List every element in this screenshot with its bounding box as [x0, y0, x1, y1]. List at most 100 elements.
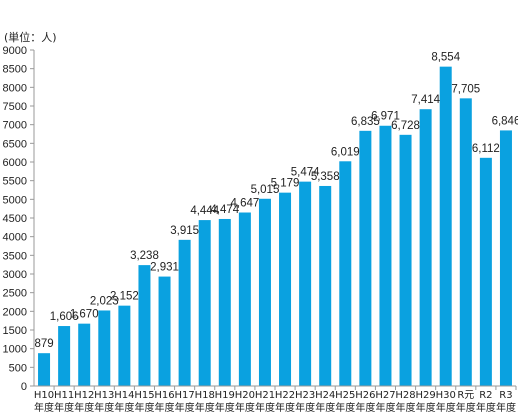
- x-tick-label-suffix: 年度: [315, 401, 335, 414]
- x-tick-label-suffix: 年度: [496, 401, 516, 414]
- x-tick-label: H28: [395, 390, 415, 401]
- data-label: 879: [34, 338, 53, 350]
- bar: [459, 98, 472, 386]
- x-tick-label-suffix: 年度: [134, 401, 154, 414]
- x-tick-label: H22: [275, 390, 295, 401]
- y-tick-label: 1000: [3, 344, 27, 356]
- x-tick-label: H26: [355, 390, 375, 401]
- x-tick-label-suffix: 年度: [416, 401, 436, 414]
- x-tick-label: R元: [457, 390, 474, 401]
- x-tick-label: R3: [499, 390, 512, 401]
- y-tick-label: 0: [21, 381, 27, 393]
- x-tick-label-suffix: 年度: [375, 401, 395, 414]
- data-label: 7,705: [451, 83, 480, 95]
- y-tick-label: 5500: [3, 176, 27, 188]
- data-label: 3,238: [130, 250, 159, 262]
- x-tick-label-suffix: 年度: [476, 401, 496, 414]
- bar: [98, 310, 111, 386]
- bar: [379, 125, 392, 387]
- y-tick-label: 7000: [3, 120, 27, 132]
- unit-label: (単位：人): [4, 30, 57, 44]
- x-tick-label: H20: [235, 390, 255, 401]
- bar: [339, 161, 352, 386]
- x-tick-label: H12: [74, 390, 94, 401]
- x-tick-label-suffix: 年度: [456, 401, 476, 414]
- x-tick-label: H16: [154, 390, 174, 401]
- y-tick-label: 1500: [3, 325, 27, 337]
- bar: [78, 323, 91, 386]
- y-tick-label: 3000: [3, 269, 27, 281]
- bar: [38, 353, 51, 386]
- data-label: 2,152: [110, 291, 139, 303]
- y-tick-label: 7500: [3, 101, 27, 113]
- x-tick-label: H15: [134, 390, 154, 401]
- x-tick-label-suffix: 年度: [396, 401, 416, 414]
- data-label: 1,606: [50, 311, 79, 323]
- y-tick-label: 8500: [3, 64, 27, 76]
- bars: [38, 66, 512, 387]
- y-tick-label: 2500: [3, 288, 27, 300]
- bar: [439, 66, 452, 386]
- y-tick-label: 4000: [3, 232, 27, 244]
- data-label: 3,915: [170, 225, 199, 237]
- data-label: 5,358: [311, 171, 340, 183]
- x-tick-label: H17: [175, 390, 195, 401]
- x-tick-label: H30: [436, 390, 456, 401]
- y-tick-label: 6000: [3, 157, 27, 169]
- bar: [479, 157, 492, 386]
- x-tick-label: H29: [416, 390, 436, 401]
- x-tick-label-suffix: 年度: [155, 401, 175, 414]
- y-axis: 0 500 1000 1500 2000 2500 3000 3500 4000 4500 5000…: [3, 45, 35, 393]
- x-tick-label: H13: [94, 390, 114, 401]
- bar: [118, 305, 131, 386]
- data-label: 4,647: [230, 198, 259, 210]
- x-tick-label-suffix: 年度: [255, 401, 275, 414]
- data-label: 5,179: [271, 178, 300, 190]
- x-tick-label: H19: [215, 390, 235, 401]
- x-tick-label: H27: [375, 390, 395, 401]
- x-tick-label-suffix: 年度: [34, 401, 54, 414]
- bar: [399, 134, 412, 386]
- bar: [319, 185, 332, 386]
- x-tick-label-suffix: 年度: [355, 401, 375, 414]
- x-tick-label-suffix: 年度: [295, 401, 315, 414]
- bar: [238, 212, 251, 386]
- bar: [218, 218, 231, 386]
- data-label: 6,971: [371, 111, 400, 123]
- x-tick-label-suffix: 年度: [74, 401, 94, 414]
- bar: [499, 130, 512, 386]
- x-tick-label-suffix: 年度: [235, 401, 255, 414]
- x-tick-label-suffix: 年度: [215, 401, 235, 414]
- x-tick-label: H18: [195, 390, 215, 401]
- data-label: 5,015: [251, 184, 280, 196]
- x-tick-label-suffix: 年度: [175, 401, 195, 414]
- bar: [158, 276, 171, 386]
- data-label: 2,023: [90, 295, 119, 307]
- x-tick-label: H11: [54, 390, 74, 401]
- data-label: 6,112: [472, 143, 500, 155]
- y-tick-label: 5000: [3, 194, 27, 206]
- y-tick-label: 6500: [3, 138, 27, 150]
- data-label: 5,474: [291, 167, 320, 179]
- x-tick-label-suffix: 年度: [54, 401, 74, 414]
- data-label: 1,670: [70, 309, 99, 321]
- data-label: 2,931: [150, 262, 179, 274]
- data-label: 6,019: [331, 146, 360, 158]
- bar: [178, 239, 191, 386]
- y-tick-label: 4500: [3, 213, 27, 225]
- x-tick-label: H23: [295, 390, 315, 401]
- y-tick-label: 3500: [3, 250, 27, 262]
- y-tick-label: 2000: [3, 306, 27, 318]
- x-tick-label-suffix: 年度: [114, 401, 134, 414]
- bar: [419, 109, 432, 386]
- data-label: 7,414: [411, 94, 440, 106]
- data-label: 4,444: [190, 205, 219, 217]
- bar: [198, 220, 211, 386]
- bar: [138, 265, 151, 386]
- bar: [299, 181, 312, 386]
- y-tick-label: 8000: [3, 82, 27, 94]
- bar: [279, 192, 292, 386]
- x-tick-label-suffix: 年度: [275, 401, 295, 414]
- x-tick-label-suffix: 年度: [335, 401, 355, 414]
